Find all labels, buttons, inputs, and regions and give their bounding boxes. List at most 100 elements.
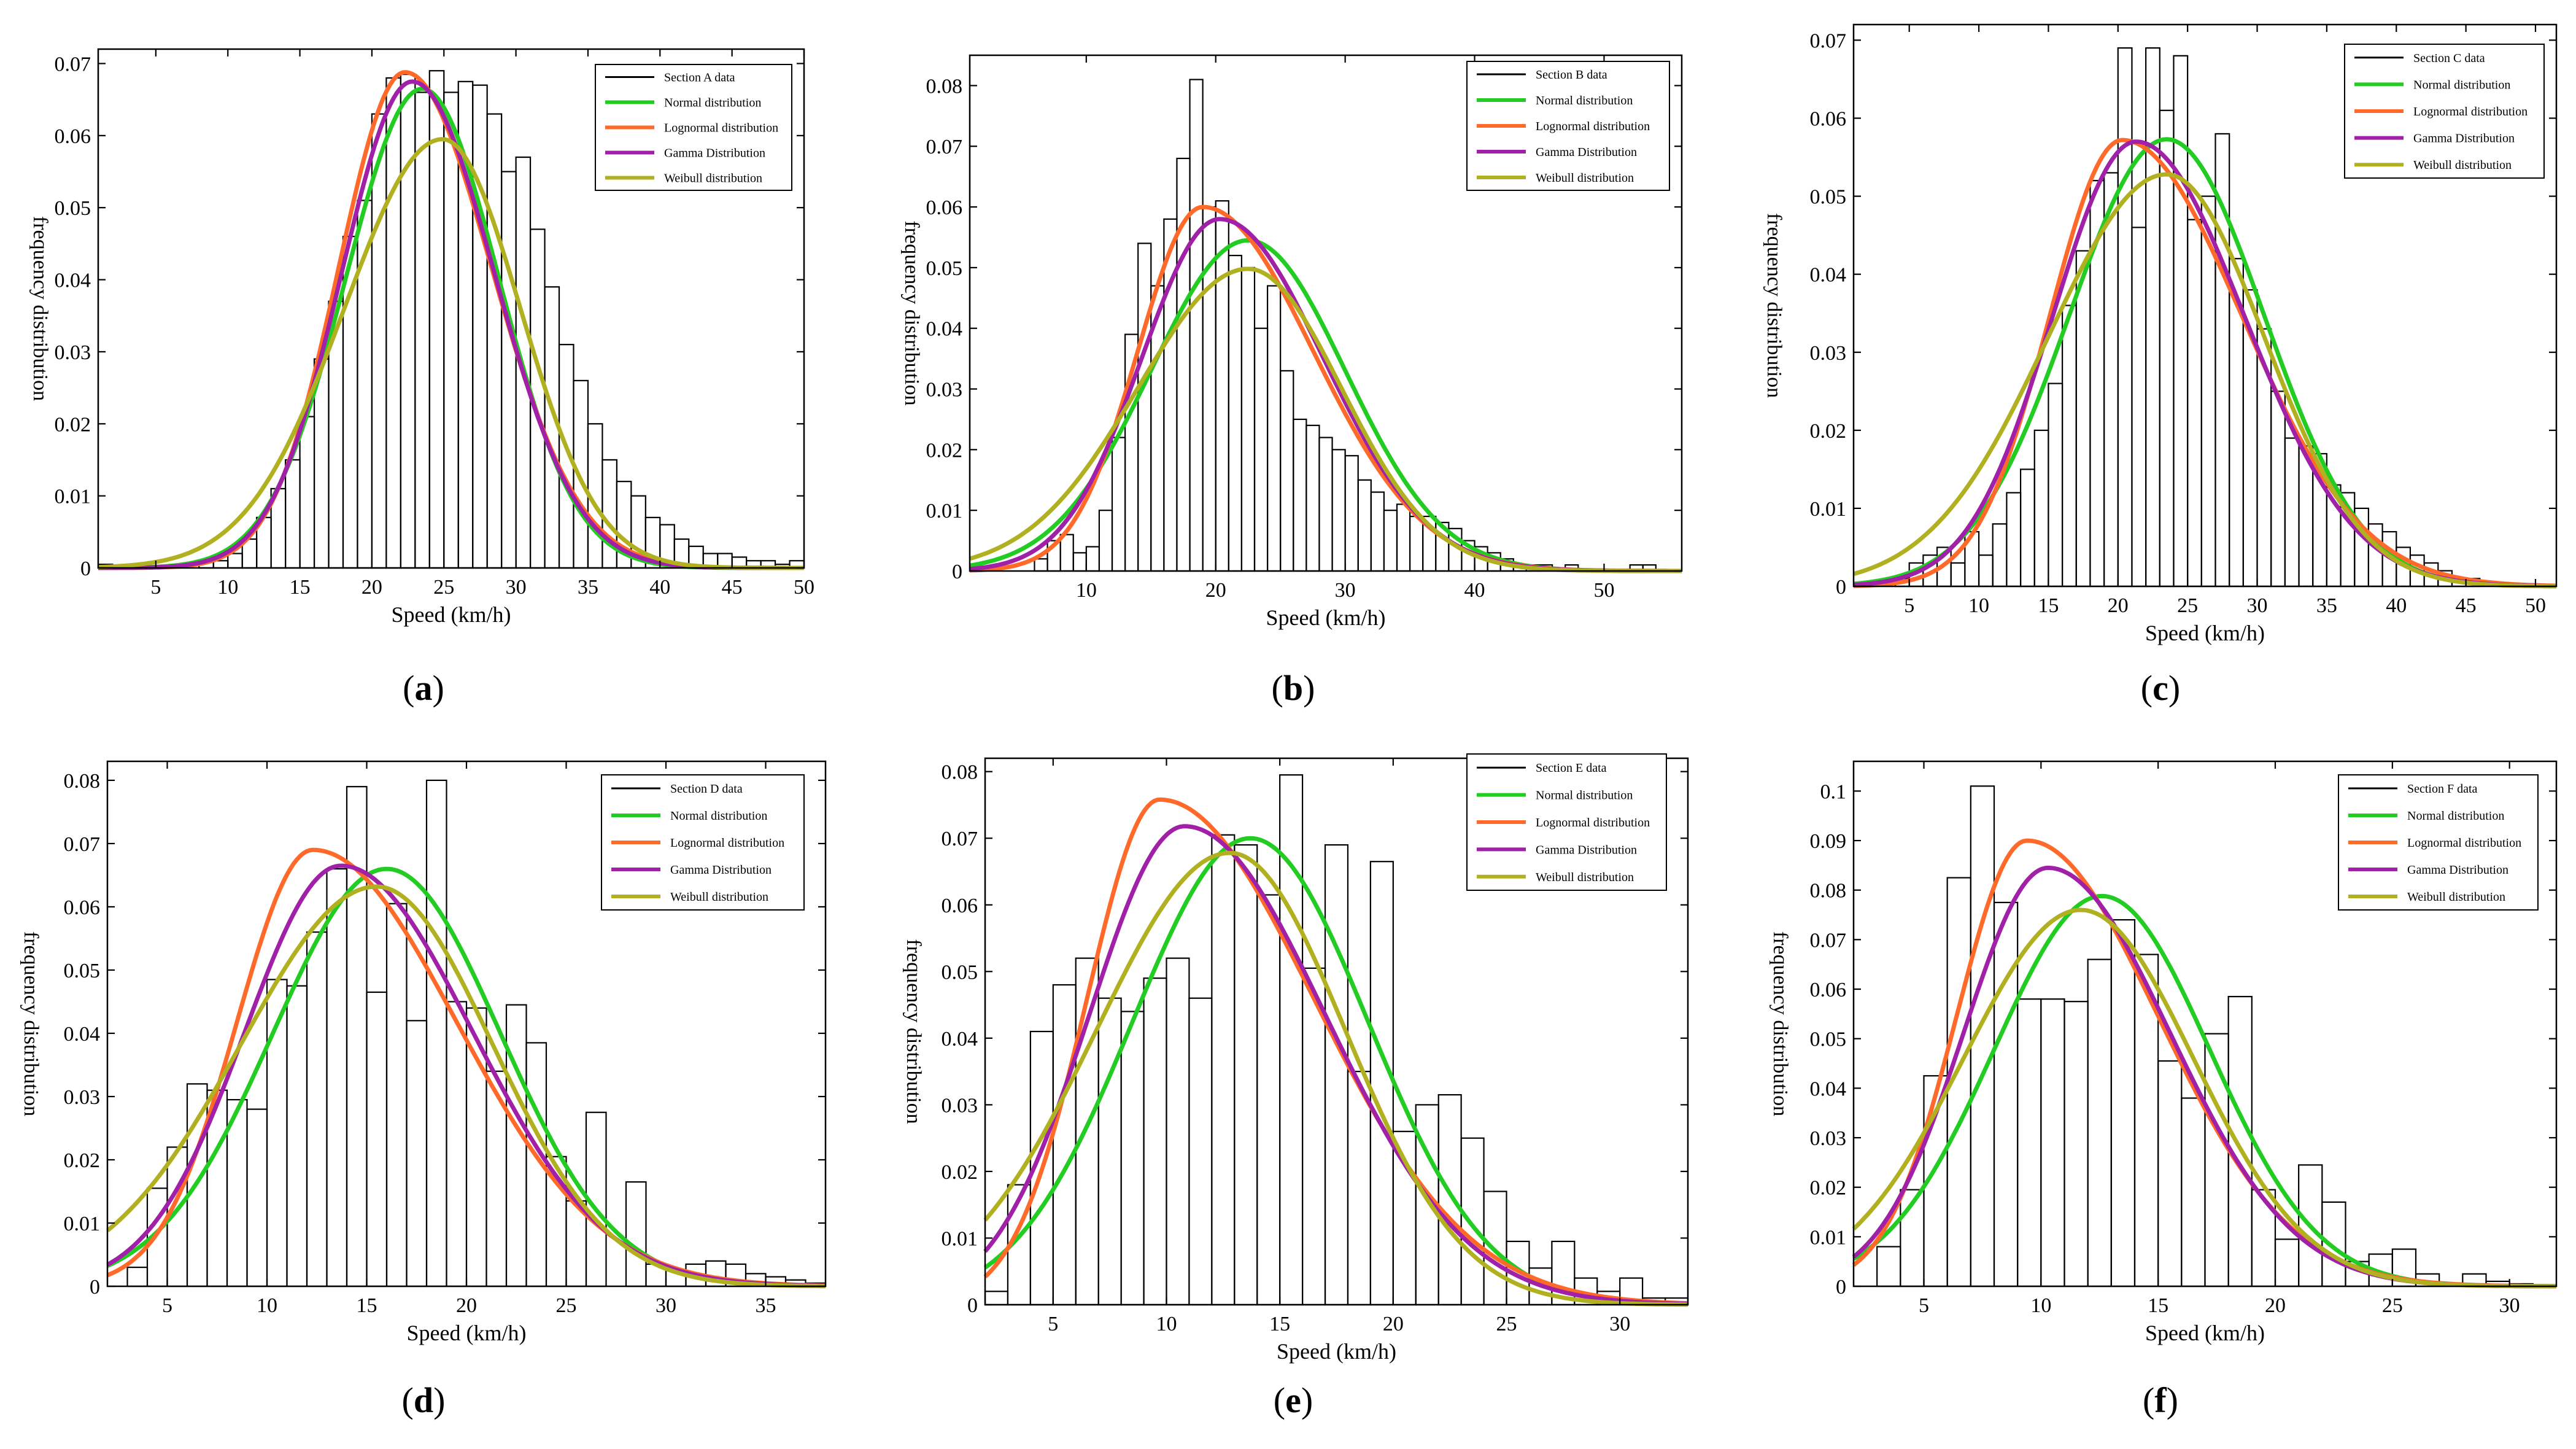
panel-caption: (e) <box>1274 1380 1313 1420</box>
y-tick-label: 0.08 <box>942 761 978 784</box>
x-tick-label: 10 <box>2030 1294 2051 1317</box>
legend-entry-label: Gamma Distribution <box>670 863 772 877</box>
gamma-fit-curve <box>983 824 1688 1307</box>
histogram-bar <box>2187 219 2202 588</box>
y-axis-label: frequency distribution <box>902 939 925 1124</box>
x-tick-label: 50 <box>1593 579 1614 602</box>
y-tick-label: 0.07 <box>1810 29 1847 52</box>
histogram-bar <box>227 553 243 569</box>
x-tick-label: 15 <box>357 1294 377 1317</box>
axes-frame <box>969 54 1683 572</box>
weibull-fit-curve <box>106 884 826 1289</box>
legend-entry-label: Section C data <box>2413 52 2485 65</box>
x-tick-label: 5 <box>1048 1313 1058 1335</box>
histogram-bar <box>984 1291 1009 1306</box>
y-tick-label: 0.05 <box>55 197 91 220</box>
y-axis-label: frequency distribution <box>20 931 42 1116</box>
histogram-bar <box>406 1020 428 1288</box>
histogram-bar <box>1344 455 1359 572</box>
legend-entry-label: Weibull distribution <box>2413 158 2512 172</box>
histogram-bar <box>2204 1033 2229 1288</box>
histogram-bar <box>1293 418 1307 572</box>
y-tick-label: 0.01 <box>55 486 91 508</box>
x-tick-label: 30 <box>506 576 527 599</box>
histogram-bar <box>2181 1097 2206 1288</box>
y-tick-label: 0.07 <box>55 53 91 76</box>
x-tick-label: 5 <box>1904 594 1914 617</box>
x-tick-label: 25 <box>2177 594 2198 617</box>
histogram-bar <box>2251 1189 2276 1288</box>
histogram-bar <box>2173 55 2189 588</box>
x-tick-label: 25 <box>1496 1313 1517 1335</box>
legend-entry-label: Normal distribution <box>2407 809 2504 823</box>
histogram-bar <box>1211 834 1236 1306</box>
axes-frame <box>984 757 1689 1306</box>
y-tick-label: 0.07 <box>942 828 978 850</box>
y-axis-label: frequency distribution <box>1763 213 1785 398</box>
x-axis-label: Speed (km/h) <box>2145 621 2265 645</box>
histogram-bar <box>1978 554 1994 588</box>
histogram-bar <box>2061 305 2077 588</box>
chart-panel-d: 5 10 15 20 25 30 35 0 0.01 0.02 0.03 0.04 0.05 0.06 0.… <box>20 760 827 1420</box>
histogram-bar <box>1120 1011 1145 1306</box>
histogram-bar <box>1075 957 1099 1306</box>
legend-entry-label: Section D data <box>670 782 743 796</box>
panel-caption: (d) <box>402 1380 446 1420</box>
x-tick-label: 20 <box>2108 594 2129 617</box>
legend-entry-label: Weibull distribution <box>1536 871 1634 884</box>
x-axis-label: Speed (km/h) <box>392 602 511 627</box>
histogram-bar <box>2064 1001 2089 1288</box>
histogram-bar <box>2103 172 2119 588</box>
y-tick-label: 0.04 <box>926 318 963 341</box>
histogram-bar <box>1347 1071 1372 1306</box>
histogram-bar <box>2274 1238 2300 1288</box>
y-tick-label: 0.06 <box>1810 979 1847 1001</box>
y-tick-label: 0.07 <box>64 833 101 856</box>
legend-entry-label: Lognormal distribution <box>670 836 784 850</box>
histogram-bar <box>446 1001 468 1288</box>
y-tick-label: 0.04 <box>1810 1078 1847 1100</box>
legend-entry-label: Gamma Distribution <box>2407 863 2508 877</box>
histogram-bar <box>2145 47 2160 588</box>
y-axis-label: frequency distribution <box>1769 931 1792 1116</box>
x-tick-label: 35 <box>2316 594 2337 617</box>
x-axis-label: Speed (km/h) <box>407 1321 527 1345</box>
y-tick-label: 0.05 <box>942 961 978 984</box>
histogram-bar <box>1166 957 1190 1306</box>
histogram-bar <box>366 991 388 1288</box>
histogram-bar <box>2017 998 2042 1288</box>
y-tick-label: 0.02 <box>926 439 963 462</box>
legend-entry-label: Normal distribution <box>1536 789 1633 802</box>
x-tick-label: 5 <box>1919 1294 1929 1317</box>
axes-frame <box>97 48 805 569</box>
chart-panel-b: 10 20 30 40 50 0 0.01 0.02 0.03 0.04 0.05 0.06 0.07 0… <box>900 54 1683 708</box>
weibull-fit-curve <box>98 137 804 570</box>
legend: Section A data Normal distribution Lognorm… <box>595 64 792 191</box>
y-tick-label: 0.07 <box>926 136 963 158</box>
chart-panel-f: 5 10 15 20 25 30 0 0.01 0.02 0.03 0.04 0.05 0.06 0.07… <box>1769 760 2558 1420</box>
histogram-bar <box>2019 468 2035 588</box>
y-tick-label: 0.03 <box>1810 342 1847 365</box>
histogram-bar <box>385 903 408 1288</box>
histogram-bar <box>1188 997 1213 1306</box>
x-tick-label: 5 <box>150 576 161 599</box>
histogram-bar <box>1085 546 1100 572</box>
y-axis-label: frequency distribution <box>900 220 923 405</box>
legend-entry-label: Gamma Distribution <box>1536 146 1637 159</box>
normal-fit-curve <box>983 836 1688 1307</box>
histogram-bar <box>1240 266 1256 572</box>
x-tick-label: 5 <box>162 1294 172 1317</box>
histogram-bar <box>299 416 315 569</box>
y-tick-label: 0.05 <box>926 257 963 280</box>
histogram-bar <box>400 73 416 569</box>
histogram-bar <box>1370 491 1385 572</box>
histogram-bar <box>306 931 328 1288</box>
legend: Section D data Normal distribution Lognorm… <box>601 774 805 911</box>
y-tick-label: 0.03 <box>55 341 91 364</box>
y-tick-label: 0.02 <box>1810 1177 1847 1200</box>
histogram-bar <box>2159 109 2175 588</box>
legend-entry-label: Gamma Distribution <box>2413 132 2515 146</box>
legend: Section E data Normal distribution Lognorm… <box>1466 753 1667 891</box>
histogram-bar <box>2321 1201 2346 1288</box>
histogram-bar <box>2033 429 2049 588</box>
